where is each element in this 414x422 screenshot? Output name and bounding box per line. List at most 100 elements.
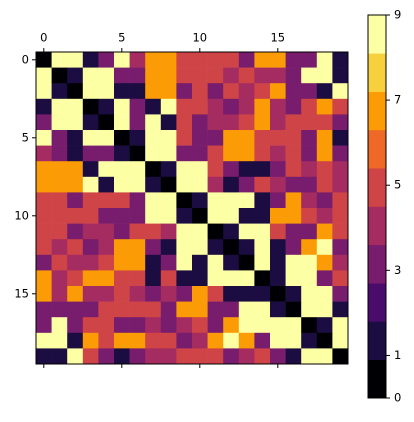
cell bbox=[160, 223, 177, 240]
cell bbox=[270, 332, 286, 349]
cell bbox=[176, 332, 193, 349]
cell bbox=[160, 239, 177, 256]
cell bbox=[36, 83, 52, 100]
cell bbox=[223, 52, 240, 68]
cell bbox=[36, 239, 52, 256]
cell bbox=[129, 192, 146, 209]
cell bbox=[285, 98, 302, 115]
cell bbox=[301, 254, 318, 271]
cell bbox=[176, 83, 193, 100]
cell bbox=[207, 130, 224, 146]
colorbar-band bbox=[368, 53, 386, 92]
cell bbox=[332, 98, 349, 115]
cell bbox=[98, 98, 115, 115]
cell bbox=[160, 130, 177, 146]
y-tick-label: 15 bbox=[14, 286, 29, 300]
cell bbox=[207, 239, 224, 256]
cell bbox=[238, 223, 255, 240]
cell bbox=[301, 52, 318, 68]
cell bbox=[145, 208, 162, 224]
cell bbox=[207, 176, 224, 193]
cell bbox=[82, 176, 99, 193]
cell bbox=[114, 239, 130, 256]
cell bbox=[301, 317, 318, 334]
cell bbox=[160, 301, 177, 318]
cell bbox=[176, 348, 193, 365]
cell bbox=[332, 348, 349, 365]
cell bbox=[145, 161, 162, 178]
cell bbox=[207, 348, 224, 365]
cell bbox=[98, 223, 115, 240]
cell bbox=[192, 161, 208, 178]
cell bbox=[98, 161, 115, 178]
cell bbox=[36, 332, 52, 349]
cell bbox=[98, 176, 115, 193]
cell bbox=[114, 317, 130, 334]
cell bbox=[270, 192, 286, 209]
colorbar-band bbox=[368, 321, 386, 360]
cell bbox=[82, 98, 99, 115]
cell bbox=[270, 83, 286, 100]
cell bbox=[176, 176, 193, 193]
cell bbox=[36, 208, 52, 224]
cell bbox=[316, 52, 333, 68]
cell bbox=[238, 176, 255, 193]
cell bbox=[301, 67, 318, 84]
cell bbox=[285, 130, 302, 146]
cell bbox=[301, 130, 318, 146]
cell bbox=[51, 161, 68, 178]
cell bbox=[67, 223, 84, 240]
cell bbox=[238, 286, 255, 302]
x-tick-label: 0 bbox=[40, 31, 47, 45]
cell bbox=[238, 145, 255, 162]
cell bbox=[36, 286, 52, 302]
cell bbox=[223, 223, 240, 240]
colorbar-band bbox=[368, 129, 386, 169]
cell bbox=[332, 301, 349, 318]
colorbar-band bbox=[368, 283, 386, 322]
cell bbox=[129, 145, 146, 162]
cell bbox=[254, 161, 271, 178]
cell bbox=[238, 332, 255, 349]
cell bbox=[316, 223, 333, 240]
x-tick-label: 5 bbox=[118, 31, 125, 45]
cell bbox=[192, 301, 208, 318]
cell bbox=[285, 301, 302, 318]
cell bbox=[316, 176, 333, 193]
cell bbox=[332, 83, 349, 100]
cell bbox=[67, 286, 84, 302]
cell bbox=[114, 83, 130, 100]
cell bbox=[207, 317, 224, 334]
colorbar-band bbox=[368, 15, 386, 54]
cell bbox=[114, 332, 130, 349]
cell bbox=[98, 114, 115, 131]
cell bbox=[332, 114, 349, 131]
cell bbox=[223, 192, 240, 209]
cell bbox=[51, 67, 68, 84]
cell bbox=[207, 83, 224, 100]
cell bbox=[98, 301, 115, 318]
x-tick-label: 10 bbox=[192, 31, 207, 45]
cell bbox=[223, 317, 240, 334]
cell bbox=[145, 301, 162, 318]
cell bbox=[82, 114, 99, 131]
cell bbox=[285, 161, 302, 178]
cell bbox=[285, 270, 302, 287]
cell bbox=[207, 98, 224, 115]
cell bbox=[238, 239, 255, 256]
cell bbox=[51, 176, 68, 193]
cell bbox=[145, 286, 162, 302]
cell bbox=[270, 176, 286, 193]
cell bbox=[114, 67, 130, 84]
cell bbox=[129, 83, 146, 100]
cell bbox=[36, 223, 52, 240]
cell bbox=[192, 145, 208, 162]
cell bbox=[285, 208, 302, 224]
cell bbox=[270, 145, 286, 162]
cell bbox=[67, 145, 84, 162]
cell bbox=[192, 176, 208, 193]
cell bbox=[332, 67, 349, 84]
cell bbox=[67, 98, 84, 115]
x-tick-label: 15 bbox=[270, 31, 285, 45]
cell bbox=[238, 192, 255, 209]
